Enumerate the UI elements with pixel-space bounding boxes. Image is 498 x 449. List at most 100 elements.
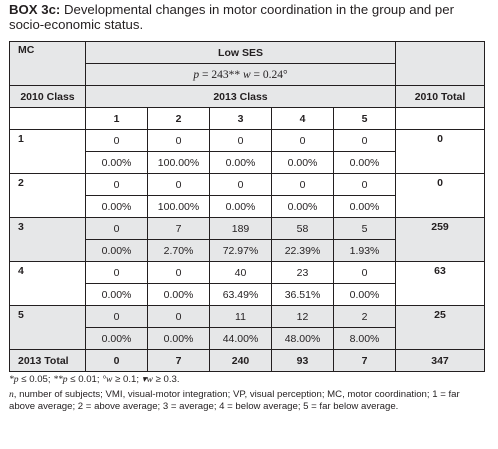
legend-text: , number of subjects; VMI, visual-motor …: [9, 389, 460, 412]
percent-cell: 44.00%: [209, 327, 272, 350]
count-cell: 0: [85, 261, 148, 284]
significance-note: *p ≤ 0.05; **p ≤ 0.01; °w ≥ 0.1; ▾w ≥ 0.…: [9, 374, 180, 385]
class2010-header: 2010 Class: [9, 85, 86, 108]
ses-header: Low SES: [85, 41, 396, 64]
row-total-2010: 0: [395, 129, 485, 174]
count-cell: 5: [333, 217, 396, 240]
count-cell: 0: [271, 129, 334, 152]
abbreviation-note: n, number of subjects; VMI, visual-motor…: [9, 389, 487, 413]
box-label: BOX 3c:: [9, 2, 61, 17]
percent-cell: 0.00%: [85, 327, 148, 350]
count-cell: 0: [209, 129, 272, 152]
percent-cell: 100.00%: [147, 151, 210, 174]
header-row-ses: MC Low SES: [9, 41, 485, 86]
ses-blank-cell: [395, 41, 485, 86]
total-2013-cell: 7: [333, 349, 396, 372]
percent-cell: 2.70%: [147, 239, 210, 262]
count-cell: 0: [271, 173, 334, 196]
count-cell: 189: [209, 217, 272, 240]
count-cell: 58: [271, 217, 334, 240]
mc-row-4-percents: 0.00% 0.00% 63.49% 36.51% 0.00%: [10, 283, 485, 306]
percent-cell: 0.00%: [147, 283, 210, 306]
mc-row-3-counts: 3 0 7 189 58 5 259: [9, 217, 485, 262]
percent-cell: 0.00%: [209, 195, 272, 218]
mc-row-1-percents: 0.00% 100.00% 0.00% 0.00% 0.00%: [10, 151, 485, 174]
percent-cell: 0.00%: [147, 327, 210, 350]
mc-row-3-percents: 0.00% 2.70% 72.97% 22.39% 1.93%: [10, 239, 485, 262]
count-cell: 0: [85, 305, 148, 328]
row-total-2010: 0: [395, 173, 485, 218]
column-header-5: 5: [333, 107, 396, 130]
count-cell: 7: [147, 217, 210, 240]
header-row-stat: p = 243** w = 0.24°: [10, 63, 485, 86]
percent-cell: 0.00%: [85, 151, 148, 174]
box-title: BOX 3c: Developmental changes in motor c…: [9, 2, 491, 32]
column-blank-right: [395, 107, 485, 130]
box-title-text: Developmental changes in motor coordinat…: [9, 2, 454, 32]
percent-cell: 1.93%: [333, 239, 396, 262]
count-cell: 0: [85, 217, 148, 240]
column-header-3: 3: [209, 107, 272, 130]
column-header-2: 2: [147, 107, 210, 130]
percent-cell: 0.00%: [271, 195, 334, 218]
percent-cell: 63.49%: [209, 283, 272, 306]
count-cell: 0: [333, 129, 396, 152]
count-cell: 11: [209, 305, 272, 328]
mc-header: MC: [9, 41, 86, 86]
percent-cell: 0.00%: [209, 151, 272, 174]
percent-cell: 0.00%: [333, 151, 396, 174]
total-2013-cell: 0: [85, 349, 148, 372]
percent-cell: 48.00%: [271, 327, 334, 350]
mc-row-label: 3: [9, 217, 86, 262]
n-label: n: [9, 389, 14, 400]
percent-cell: 100.00%: [147, 195, 210, 218]
percent-cell: 0.00%: [271, 151, 334, 174]
row-total-2010: 259: [395, 217, 485, 262]
count-cell: 2: [333, 305, 396, 328]
total2010-header: 2010 Total: [395, 85, 485, 108]
grand-total: 347: [395, 349, 485, 372]
percent-cell: 0.00%: [333, 195, 396, 218]
total-2013-cell: 7: [147, 349, 210, 372]
percent-cell: 0.00%: [85, 283, 148, 306]
percent-cell: 0.00%: [85, 239, 148, 262]
stat-line: p = 243** w = 0.24°: [85, 63, 396, 86]
count-cell: 23: [271, 261, 334, 284]
count-cell: 0: [333, 261, 396, 284]
count-cell: 12: [271, 305, 334, 328]
count-cell: 40: [209, 261, 272, 284]
column-blank-cell: [9, 107, 86, 130]
percent-cell: 72.97%: [209, 239, 272, 262]
row-total-2010: 63: [395, 261, 485, 306]
mc-row-label: 5: [9, 305, 86, 350]
percent-cell: 0.00%: [333, 283, 396, 306]
row-total-2010: 25: [395, 305, 485, 350]
total-2013-row: 2013 Total 0 7 240 93 7 347: [9, 349, 485, 372]
percent-cell: 22.39%: [271, 239, 334, 262]
mc-row-label: 1: [9, 129, 86, 174]
count-cell: 0: [147, 305, 210, 328]
mc-row-5-counts: 5 0 0 11 12 2 25: [9, 305, 485, 350]
count-cell: 0: [85, 129, 148, 152]
percent-cell: 8.00%: [333, 327, 396, 350]
count-cell: 0: [147, 129, 210, 152]
total-2013-cell: 93: [271, 349, 334, 372]
class2013-header: 2013 Class: [85, 85, 396, 108]
table-notes: *p ≤ 0.05; **p ≤ 0.01; °w ≥ 0.1; ▾w ≥ 0.…: [9, 374, 487, 416]
total-2013-cell: 240: [209, 349, 272, 372]
percent-cell: 0.00%: [85, 195, 148, 218]
count-cell: 0: [333, 173, 396, 196]
count-cell: 0: [209, 173, 272, 196]
count-cell: 0: [85, 173, 148, 196]
header-row-class: 2010 Class 2013 Class 2010 Total: [9, 85, 485, 108]
mc-row-4-counts: 4 0 0 40 23 0 63: [9, 261, 485, 306]
mc-row-label: 2: [9, 173, 86, 218]
total-2013-label: 2013 Total: [9, 349, 86, 372]
column-header-1: 1: [85, 107, 148, 130]
motor-coordination-table: MC Low SES p = 243** w = 0.24° 2010 Clas…: [9, 41, 485, 372]
percent-cell: 36.51%: [271, 283, 334, 306]
mc-row-label: 4: [9, 261, 86, 306]
